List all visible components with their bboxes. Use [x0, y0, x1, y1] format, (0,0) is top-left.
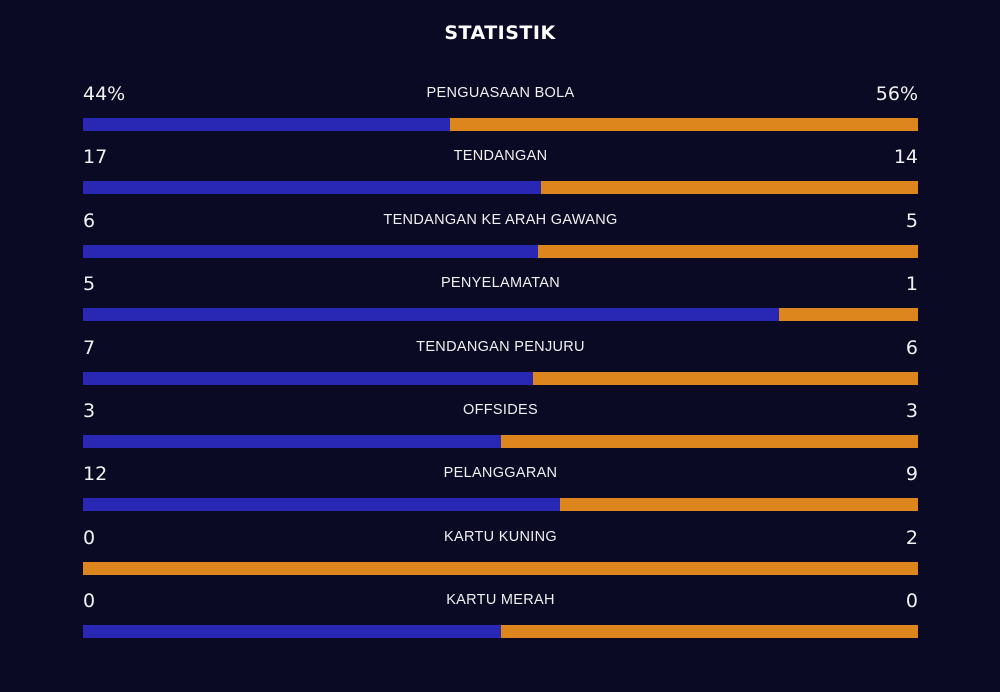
stat-values: 17 TENDANGAN 14 — [83, 143, 918, 171]
stat-comparison-bar — [83, 181, 918, 195]
home-bar-segment — [83, 625, 501, 639]
stat-row: 44% PENGUASAAN BOLA 56% — [83, 80, 918, 143]
stat-row: 3 OFFSIDES 3 — [83, 397, 918, 460]
stat-comparison-bar — [83, 498, 918, 512]
home-bar-segment — [83, 308, 779, 322]
home-bar-segment — [83, 244, 539, 258]
stat-values: 3 OFFSIDES 3 — [83, 397, 918, 425]
away-value: 2 — [905, 526, 918, 549]
stat-label: KARTU KUNING — [444, 528, 557, 545]
home-value: 12 — [83, 463, 108, 486]
away-value: 0 — [905, 590, 918, 613]
away-value: 6 — [905, 336, 918, 359]
away-value: 56% — [875, 83, 918, 105]
stats-list: 44% PENGUASAAN BOLA 56% 17 TENDANGAN 14 6 TENDA… — [83, 80, 918, 651]
stat-row: 7 TENDANGAN PENJURU 6 — [83, 334, 918, 397]
home-value: 6 — [83, 209, 96, 232]
away-value: 3 — [905, 399, 918, 422]
home-value: 3 — [83, 399, 96, 422]
home-bar-segment — [83, 434, 501, 448]
stat-row: 0 KARTU MERAH 0 — [83, 587, 918, 650]
stat-values: 0 KARTU MERAH 0 — [83, 587, 918, 615]
stat-label: PENYELAMATAN — [440, 275, 561, 292]
away-bar-segment — [778, 308, 918, 322]
home-value: 7 — [83, 336, 96, 359]
away-value: 14 — [893, 146, 918, 169]
away-bar-segment — [500, 434, 918, 448]
home-value: 17 — [83, 146, 108, 169]
away-bar-segment — [560, 498, 918, 512]
stat-values: 7 TENDANGAN PENJURU 6 — [83, 334, 918, 362]
home-value: 44% — [83, 83, 126, 105]
away-bar-segment — [532, 371, 918, 385]
stat-comparison-bar — [83, 371, 918, 385]
stat-label: KARTU MERAH — [446, 592, 555, 609]
away-bar-segment — [540, 181, 918, 195]
away-bar-segment — [450, 118, 918, 131]
stat-comparison-bar — [83, 118, 918, 131]
page-title: STATISTIK — [444, 22, 556, 44]
stat-values: 44% PENGUASAAN BOLA 56% — [83, 80, 918, 108]
home-bar-segment — [83, 181, 541, 195]
stat-values: 0 KARTU KUNING 2 — [83, 524, 918, 552]
away-bar-segment — [538, 244, 918, 258]
away-bar-segment — [83, 561, 918, 575]
stat-comparison-bar — [83, 625, 918, 639]
away-value: 9 — [905, 463, 918, 486]
home-bar-segment — [83, 371, 533, 385]
home-value: 5 — [83, 273, 96, 296]
stat-values: 12 PELANGGARAN 9 — [83, 460, 918, 488]
home-bar-segment — [83, 118, 451, 131]
home-value: 0 — [83, 526, 96, 549]
stat-label: TENDANGAN KE ARAH GAWANG — [383, 211, 618, 228]
home-bar-segment — [83, 498, 561, 512]
away-value: 5 — [905, 209, 918, 232]
stat-label: PELANGGARAN — [443, 465, 558, 482]
stat-comparison-bar — [83, 244, 918, 258]
stat-comparison-bar — [83, 561, 918, 575]
stat-comparison-bar — [83, 434, 918, 448]
stat-label: TENDANGAN PENJURU — [416, 338, 585, 355]
stat-row: 0 KARTU KUNING 2 — [83, 524, 918, 587]
home-value: 0 — [83, 590, 96, 613]
stat-label: PENGUASAAN BOLA — [426, 85, 575, 101]
away-bar-segment — [500, 625, 918, 639]
stat-row: 6 TENDANGAN KE ARAH GAWANG 5 — [83, 207, 918, 270]
stat-values: 5 PENYELAMATAN 1 — [83, 270, 918, 298]
stat-label: OFFSIDES — [463, 401, 538, 418]
stat-label: TENDANGAN — [453, 148, 548, 165]
stat-row: 5 PENYELAMATAN 1 — [83, 270, 918, 333]
stat-row: 12 PELANGGARAN 9 — [83, 460, 918, 523]
stat-comparison-bar — [83, 308, 918, 322]
stat-row: 17 TENDANGAN 14 — [83, 143, 918, 206]
away-value: 1 — [905, 273, 918, 296]
stat-values: 6 TENDANGAN KE ARAH GAWANG 5 — [83, 207, 918, 235]
